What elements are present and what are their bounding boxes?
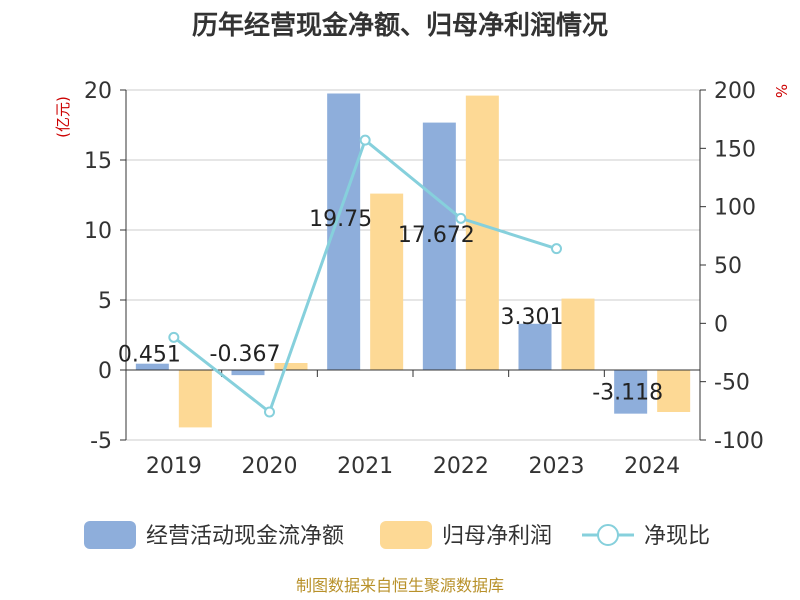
line-point-net-cash-ratio: [264, 406, 275, 418]
right-tick-label: 50: [714, 254, 742, 279]
data-label: 0.451: [118, 343, 181, 368]
source-note: 制图数据来自恒生聚源数据库: [296, 576, 504, 595]
label-layer: 0.451 -0.367 19.75 17.672 3.301 -3.118: [118, 207, 663, 406]
x-tick-label: 2021: [337, 454, 393, 479]
data-label: -3.118: [592, 381, 663, 406]
left-tick-label: 20: [84, 79, 112, 104]
bar-layer: [135, 93, 691, 428]
line-point-net-cash-ratio: [551, 243, 562, 255]
bar-operating-cash-flow-2022: [422, 122, 456, 370]
legend-label: 经营活动现金流净额: [146, 524, 344, 549]
bar-net-profit-2021: [370, 193, 404, 370]
legend-swatch-marker: [597, 524, 619, 546]
x-tick-label: 2022: [433, 454, 489, 479]
bar-operating-cash-flow-2024: [614, 370, 648, 414]
bar-net-profit-2023: [561, 298, 595, 370]
right-tick-label: -50: [714, 371, 750, 396]
bar-operating-cash-flow-2019: [135, 363, 169, 370]
legend-swatch: [84, 521, 136, 549]
left-tick-label: -5: [90, 429, 112, 454]
bar-net-profit-2019: [178, 370, 212, 428]
left-tick-label: 0: [98, 359, 112, 384]
data-label: 17.672: [398, 223, 475, 248]
data-label: 19.75: [309, 207, 372, 232]
left-tick-label: 5: [98, 289, 112, 314]
data-label: -0.367: [210, 342, 281, 367]
legend-label: 归母净利润: [442, 524, 552, 549]
line-layer: [168, 134, 562, 418]
legend-label: 净现比: [644, 524, 710, 549]
right-tick-label: 200: [714, 79, 756, 104]
right-tick-label: 150: [714, 137, 756, 162]
bar-net-profit-2024: [657, 370, 691, 412]
left-tick-label: 10: [84, 219, 112, 244]
line-point-net-cash-ratio: [168, 331, 180, 343]
bar-operating-cash-flow-2023: [518, 323, 552, 370]
bar-net-profit-2022: [465, 95, 499, 370]
left-tick-label: 15: [84, 149, 112, 174]
right-axis-unit: %: [772, 84, 790, 98]
line-net-cash-ratio: [172, 137, 557, 415]
right-tick-label: -100: [714, 429, 764, 454]
right-tick-label: 0: [714, 312, 728, 337]
bar-operating-cash-flow-2020: [231, 370, 265, 376]
x-tick-label: 2023: [529, 454, 585, 479]
right-tick-label: 100: [714, 196, 756, 221]
x-tick-label: 2020: [242, 454, 298, 479]
bar-net-profit-2020: [274, 363, 308, 370]
legend: 经营活动现金流净额 归母净利润 净现比: [84, 521, 710, 549]
chart-title: 历年经营现金净额、归母净利润情况: [192, 10, 608, 41]
line-point-net-cash-ratio: [455, 212, 467, 224]
left-axis-unit: (亿元): [54, 96, 72, 138]
data-label: 3.301: [501, 305, 564, 330]
line-point-net-cash-ratio: [359, 134, 371, 146]
legend-swatch: [380, 521, 432, 549]
x-tick-label: 2024: [624, 454, 680, 479]
x-tick-label: 2019: [146, 454, 202, 479]
